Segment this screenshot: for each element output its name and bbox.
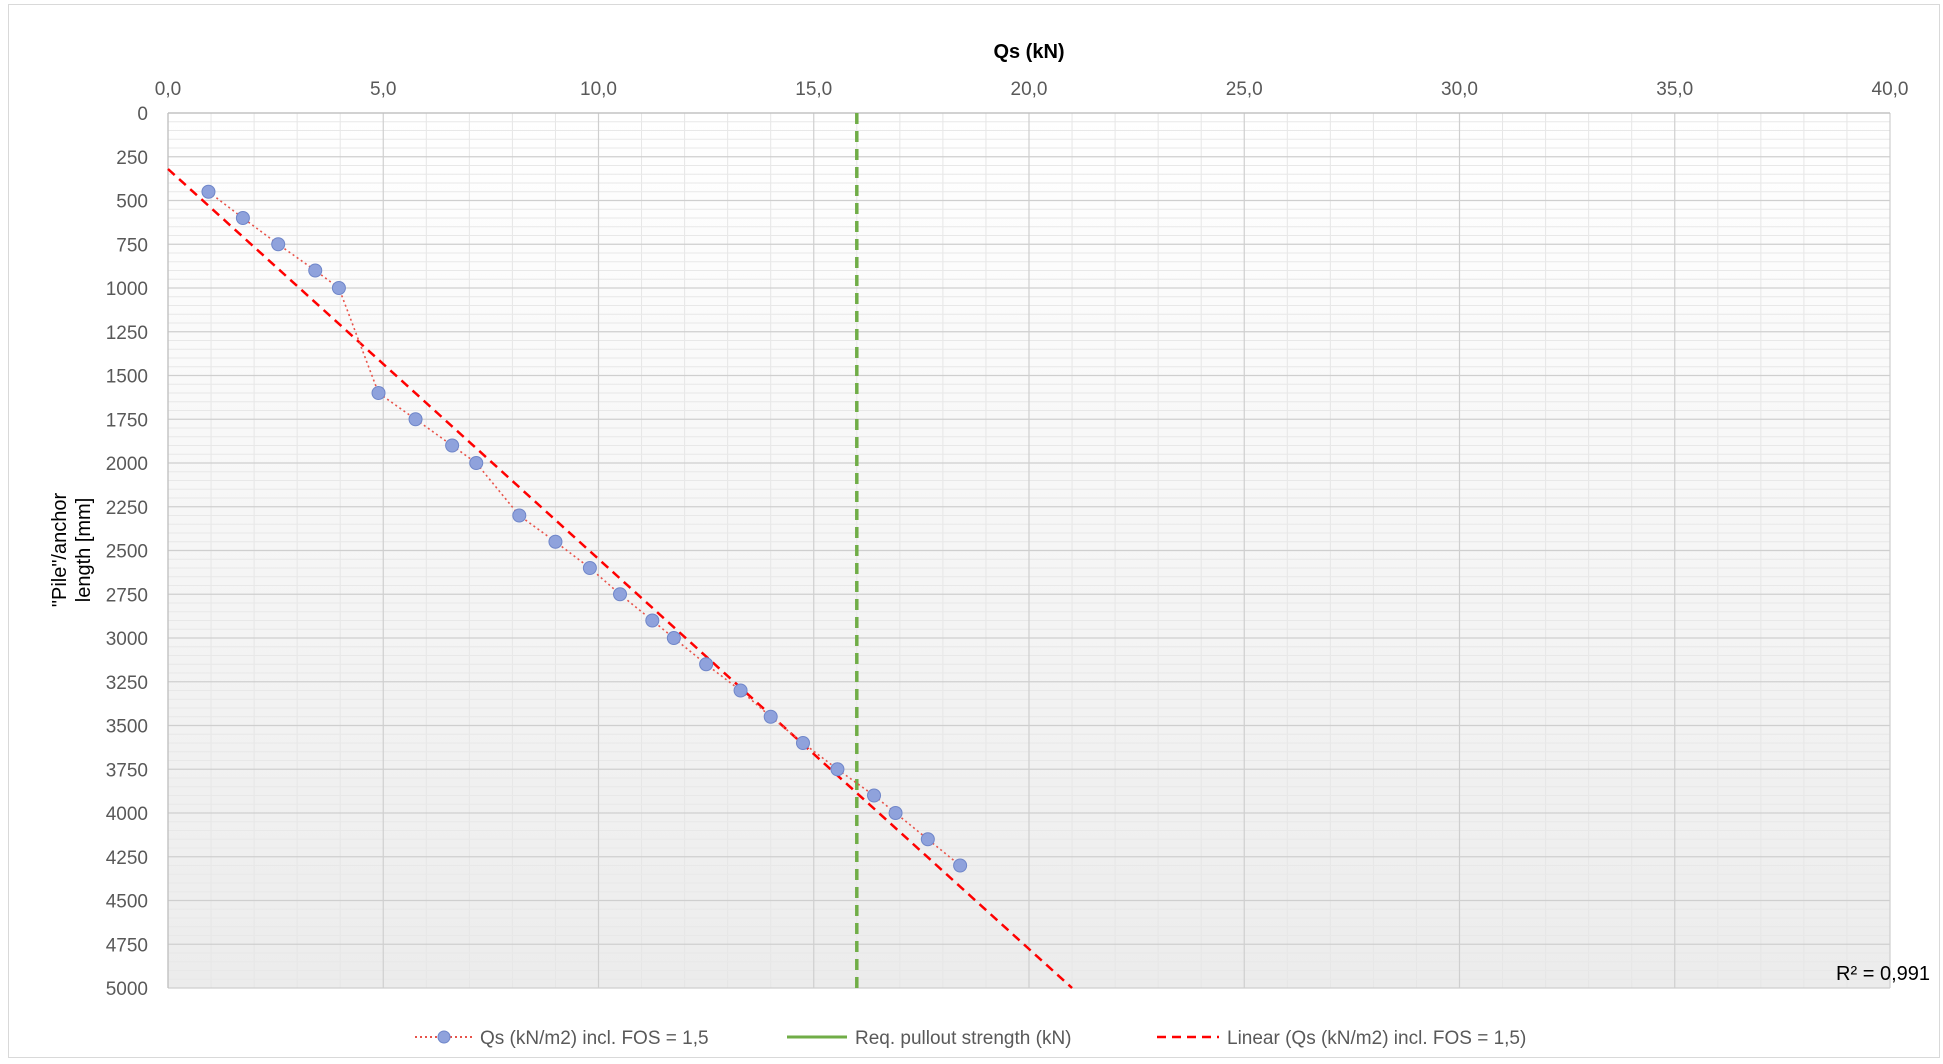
x-tick-label: 5,0 [370,79,396,100]
y-tick-label: 2500 [106,542,148,563]
y-tick-label: 500 [116,192,148,213]
x-tick-label: 0,0 [155,79,181,100]
series-qs-point[interactable] [795,736,810,750]
y-tick-label: 0 [137,104,148,125]
major-gridlines [167,112,1891,989]
y-tick-label: 4250 [106,848,148,869]
series-qs-point[interactable] [867,788,882,803]
y-tick-label: 1000 [106,279,148,300]
y-tick-label: 1750 [106,410,148,431]
y-tick-label: 3000 [106,629,148,650]
y-tick-label: 1250 [106,323,148,344]
series-qs-point[interactable] [308,263,323,278]
y-axis-title-line-2: length [mm] [73,498,95,602]
series-qs-point[interactable] [445,438,460,453]
y-tick-label: 2250 [106,498,148,519]
y-tick-label: 5000 [106,979,148,1000]
x-tick-label: 35,0 [1656,79,1693,100]
legend-label-qs: Qs (kN/m2) incl. FOS = 1,5 [480,1028,709,1049]
x-tick-label: 15,0 [795,79,832,100]
series-qs-point[interactable] [235,211,250,225]
x-tick-label: 40,0 [1872,79,1909,100]
y-axis-title: "Pile"/anchor length [mm] [49,493,95,608]
legend-label-req-pullout: Req. pullout strength (kN) [855,1028,1072,1049]
y-tick-label: 750 [116,235,148,256]
trendline-linear [167,168,1073,989]
series-qs-point[interactable] [733,683,748,698]
series-qs-point[interactable] [666,631,681,645]
y-tick-label: 2750 [106,585,148,606]
series-layer [167,113,1073,989]
legend-swatch-qs-marker [437,1030,451,1044]
y-axis-title-line-1: "Pile"/anchor [49,493,71,608]
legend-item-linear[interactable]: Linear (Qs (kN/m2) incl. FOS = 1,5) [1157,1028,1526,1049]
series-qs-point[interactable] [699,657,714,672]
legend-label-linear: Linear (Qs (kN/m2) incl. FOS = 1,5) [1227,1028,1526,1049]
legend: Qs (kN/m2) incl. FOS = 1,5 Req. pullout … [415,1028,1526,1049]
series-qs-point[interactable] [830,762,845,777]
series-qs-point[interactable] [371,386,386,400]
x-tick-label: 20,0 [1011,79,1048,100]
series-qs-point[interactable] [271,237,286,252]
r-squared-annotation: R² = 0,991 [1836,963,1930,985]
y-tick-label: 1500 [106,367,148,388]
series-qs-line [207,191,961,867]
legend-item-req-pullout[interactable]: Req. pullout strength (kN) [787,1028,1072,1049]
series-qs-point[interactable] [408,412,423,427]
series-qs-point[interactable] [888,806,903,820]
series-qs-point[interactable] [331,281,346,295]
series-qs-point[interactable] [512,508,527,523]
series-qs-point[interactable] [548,534,563,549]
series-qs-point[interactable] [613,587,628,602]
y-tick-label: 3250 [106,673,148,694]
y-tick-label: 3750 [106,760,148,781]
series-qs-point[interactable] [953,858,968,873]
y-tick-label: 3500 [106,717,148,738]
x-tick-label: 10,0 [580,79,617,100]
series-qs-point[interactable] [582,561,597,575]
series-qs-point[interactable] [201,184,216,199]
x-tick-label: 25,0 [1226,79,1263,100]
y-tick-labels: 0 250 500 750 1000 1250 1500 1750 2000 2250 2500 27… [106,104,148,1000]
x-axis-title: Qs (kN) [993,41,1064,63]
y-tick-label: 4000 [106,804,148,825]
series-qs-point[interactable] [763,709,778,724]
y-tick-label: 2000 [106,454,148,475]
x-tick-label: 30,0 [1441,79,1478,100]
series-qs-point[interactable] [469,456,484,470]
x-tick-labels: 0,0 5,0 10,0 15,0 20,0 25,0 30,0 35,0 40,0 [155,79,1909,100]
y-tick-label: 250 [116,148,148,169]
y-tick-label: 4750 [106,935,148,956]
legend-item-qs[interactable]: Qs (kN/m2) incl. FOS = 1,5 [415,1028,709,1049]
series-qs-point[interactable] [920,832,935,847]
series-qs-point[interactable] [645,613,660,628]
y-tick-label: 4500 [106,892,148,913]
